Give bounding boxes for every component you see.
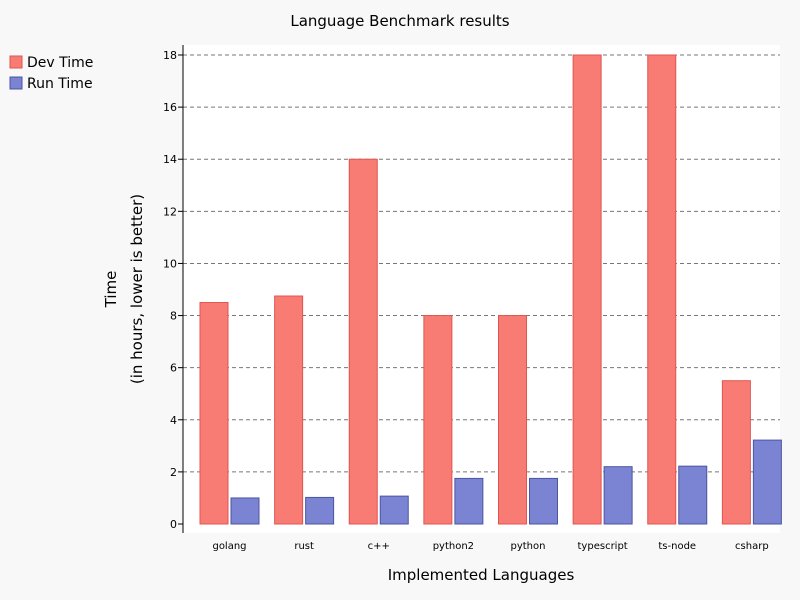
- y-tick-label: 8: [170, 310, 177, 323]
- bar-run-time-tsnode: [678, 465, 708, 525]
- bar-dev-time-golang: [199, 302, 229, 525]
- bar-dev-time-python: [498, 315, 527, 525]
- bar-dev-time-rust: [274, 295, 304, 525]
- legend-swatch-run-time: [9, 76, 23, 90]
- bar-run-time-csharp: [752, 439, 782, 525]
- x-tick-label: c++: [368, 541, 390, 552]
- legend-label-dev-time: Dev Time: [27, 55, 93, 71]
- y-axis-label-main: Time: [102, 271, 120, 309]
- x-axis-ticks: golang rust c++ python2 python typescript ts-n…: [212, 541, 768, 552]
- y-axis-label-sub: (in hours, lower is better): [128, 194, 146, 384]
- y-axis-title: Time (in hours, lower is better): [102, 194, 146, 384]
- y-tick-label: 18: [163, 49, 177, 62]
- legend-swatch-dev-time: [9, 55, 23, 69]
- x-tick-label: python: [511, 541, 546, 552]
- chart-title: Language Benchmark results: [290, 12, 509, 30]
- legend-label-run-time: Run Time: [27, 76, 93, 92]
- y-tick-label: 10: [163, 257, 177, 270]
- y-tick-label: 16: [163, 101, 177, 114]
- bar-dev-time-csharp: [721, 380, 751, 525]
- y-tick-label: 14: [163, 153, 177, 166]
- x-tick-label: ts-node: [658, 541, 696, 552]
- bar-dev-time-typescript: [572, 54, 602, 525]
- bar-run-time-python: [529, 477, 558, 525]
- bars: [199, 54, 782, 525]
- y-tick-label: 6: [170, 362, 177, 375]
- legend: Dev Time Run Time: [9, 55, 93, 92]
- x-tick-label: golang: [212, 541, 246, 552]
- x-tick-label: typescript: [578, 541, 628, 552]
- y-tick-label: 2: [170, 466, 177, 479]
- bar-dev-time-c: [348, 158, 378, 525]
- y-axis-ticks: 0 2 4 6 8 10 12 14 16 18: [163, 49, 183, 531]
- x-axis-title: Implemented Languages: [388, 566, 575, 584]
- bar-dev-time-python2: [423, 315, 453, 525]
- bar-run-time-python2: [454, 477, 484, 525]
- legend-item-dev-time: Dev Time: [9, 55, 93, 71]
- plot-area: [183, 45, 780, 533]
- legend-item-run-time: Run Time: [9, 76, 93, 92]
- y-tick-label: 12: [163, 205, 177, 218]
- bar-run-time-golang: [230, 497, 260, 525]
- y-tick-label: 4: [170, 414, 177, 427]
- y-tick-label: 0: [170, 518, 177, 531]
- bar-run-time-c: [379, 495, 409, 525]
- bar-dev-time-tsnode: [647, 54, 677, 525]
- x-tick-label: csharp: [735, 541, 769, 552]
- bar-run-time-rust: [305, 496, 335, 525]
- x-tick-label: rust: [294, 541, 314, 552]
- bar-run-time-typescript: [603, 466, 633, 525]
- x-tick-label: python2: [433, 541, 474, 552]
